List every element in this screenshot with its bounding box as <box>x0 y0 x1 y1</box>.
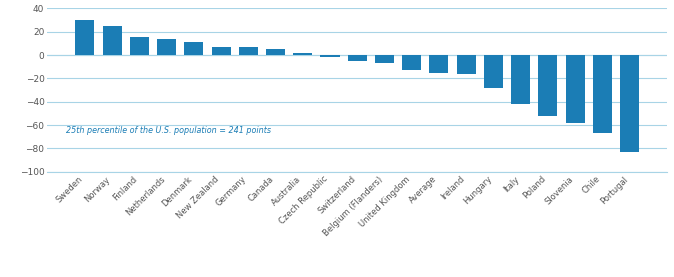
Bar <box>484 55 503 88</box>
Bar <box>348 55 367 61</box>
Bar <box>565 55 584 123</box>
Bar <box>239 47 258 55</box>
Bar <box>592 55 612 133</box>
Bar <box>130 37 149 55</box>
Bar <box>293 53 312 55</box>
Text: 25th percentile of the U.S. population = 241 points: 25th percentile of the U.S. population =… <box>66 126 271 135</box>
Bar <box>157 39 176 55</box>
Bar <box>75 20 94 55</box>
Bar <box>402 55 421 70</box>
Bar <box>184 42 204 55</box>
Bar <box>212 47 231 55</box>
Bar <box>320 55 340 57</box>
Bar <box>539 55 557 116</box>
Bar <box>266 49 285 55</box>
Bar <box>620 55 639 152</box>
Bar <box>456 55 476 74</box>
Bar <box>102 26 122 55</box>
Bar <box>375 55 394 63</box>
Bar <box>511 55 530 104</box>
Bar <box>429 55 448 73</box>
